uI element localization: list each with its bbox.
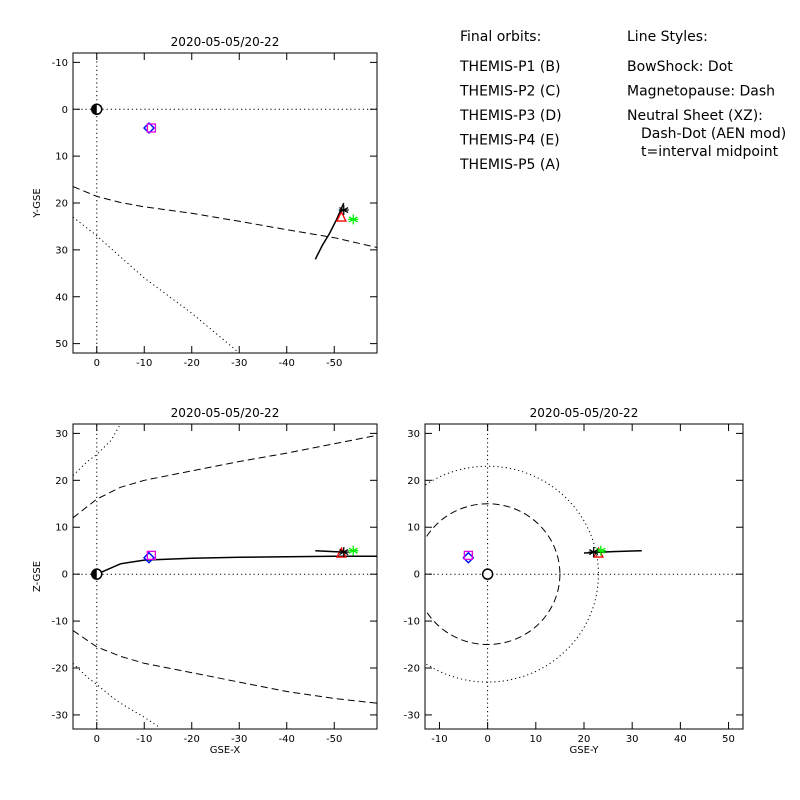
legend-styles-title: Line Styles: [627,29,708,45]
marker-t [338,547,349,558]
marker-t [588,547,599,558]
panel-title: 2020-05-05/20-22 [171,406,280,420]
plot-area [425,424,743,729]
x-tick-label: -20 [184,358,200,369]
x-tick-label: 40 [674,734,687,745]
x-tick-label: 30 [626,734,639,745]
y-tick-label: 10 [55,523,68,534]
x-tick-label: -20 [184,734,200,745]
plot-frame [72,52,378,354]
marker-themis-p5 [146,123,157,133]
legend-style-4: Dash-Dot (AEN mod) [641,126,786,142]
magnetopause-line [73,186,377,248]
marker-themis-p5 [146,550,157,561]
y-tick-label: 20 [55,476,68,487]
y-tick-label: 20 [407,476,420,487]
marker-t [338,205,349,216]
panel-title: 2020-05-05/20-22 [530,406,639,420]
legend-orbit-4: THEMIS-P4 (E) [459,133,560,149]
panel-1: 2020-05-05/20-22 Y-GSE 0 -10 -20 -30 -40 -50 -10… [32,35,378,369]
y-tick-label: 30 [55,245,68,256]
y-axis-label: Z-GSE [32,561,43,592]
bowshock-or-axis-line [73,662,159,728]
magnetopause-line [73,434,377,519]
y-tick-label: 0 [414,570,420,581]
earth-night-side [91,104,97,115]
y-tick-label: -20 [404,664,420,675]
legend-orbit-3: THEMIS-P3 (D) [459,108,562,124]
x-tick-label: 20 [578,734,591,745]
legend-orbit-5: THEMIS-P5 (A) [459,157,560,173]
y-tick-label: 50 [55,339,68,350]
x-tick-label: -30 [231,358,247,369]
x-tick-label: 0 [484,734,490,745]
y-tick-label: 20 [55,199,68,210]
legend-line-styles: Line Styles: BowShock: Dot Magnetopause: … [627,29,786,160]
plot-area [73,424,377,729]
orbit-track-line [314,202,345,260]
y-tick-label: 30 [55,429,68,440]
x-tick-label: 50 [722,734,735,745]
x-tick-label: -10 [431,734,447,745]
y-tick-label: -30 [404,710,420,721]
bowshock-or-axis-line [73,216,241,353]
legend-orbits-title: Final orbits: [460,29,541,45]
y-tick-label: -30 [52,710,68,721]
x-tick-label: 0 [94,734,100,745]
x-axis-label: GSE-Y [570,745,600,756]
y-tick-label: 0 [62,105,68,116]
x-tick-label: -10 [136,358,152,369]
legend-style-1: BowShock: Dot [627,59,733,75]
legend-orbit-1: THEMIS-P1 (B) [459,59,560,75]
ticks [73,424,377,729]
x-tick-label: -50 [326,734,342,745]
y-tick-label: -10 [52,58,68,69]
y-tick-label: 10 [55,152,68,163]
marker-themis-p3 [143,551,155,564]
marker-themis-p4 [143,122,155,134]
magnetopause-line [73,630,377,704]
legend-style-5: t=interval midpoint [641,144,779,160]
x-tick-label: -40 [279,358,295,369]
marker-themis-p2 [348,545,359,556]
marker-themis-p4 [462,551,475,564]
plot-frame [72,423,378,730]
earth-night-side [91,569,97,580]
legend-final-orbits: Final orbits: THEMIS-P1 (B) THEMIS-P2 (C)… [459,29,562,173]
bowshock-circle [425,465,599,683]
y-tick-label: -20 [52,664,68,675]
y-tick-label: 30 [407,429,420,440]
marker-themis-p1 [335,210,347,222]
x-tick-label: -50 [326,358,342,369]
marker-themis-p5 [463,550,474,561]
x-axis-label: GSE-X [210,745,241,756]
y-tick-label: -10 [52,617,68,628]
legend-orbit-2: THEMIS-P2 (C) [459,84,561,100]
x-tick-label: -10 [136,734,152,745]
x-tick-label: 0 [94,358,100,369]
bowshock-or-axis-line [73,424,121,476]
panel-2: 2020-05-05/20-22 Z-GSE GSE-X 0 -10 -20 -30 -40 -… [32,406,378,756]
legend-style-2: Magnetopause: Dash [627,84,775,100]
ticks [425,424,743,729]
ticks [73,53,377,353]
plot-area [73,53,377,353]
x-tick-label: -30 [231,734,247,745]
plot-frame [424,423,744,730]
panel-3: 2020-05-05/20-22 GSE-Y -10 0 10 20 30 40 50 -30 -2… [404,406,744,756]
y-axis-label: Y-GSE [32,188,43,218]
y-tick-label: 40 [55,292,68,303]
legend-style-3: Neutral Sheet (XZ): [627,108,763,124]
marker-themis-p2 [348,214,359,225]
y-tick-label: 0 [62,570,68,581]
orbit-track-line [96,555,377,575]
y-tick-label: -10 [404,617,420,628]
panel-title: 2020-05-05/20-22 [171,35,280,49]
x-tick-label: 10 [529,734,542,745]
marker-themis-p4 [143,551,155,564]
earth-marker [481,568,494,580]
x-tick-label: -40 [279,734,295,745]
y-tick-label: 10 [407,523,420,534]
